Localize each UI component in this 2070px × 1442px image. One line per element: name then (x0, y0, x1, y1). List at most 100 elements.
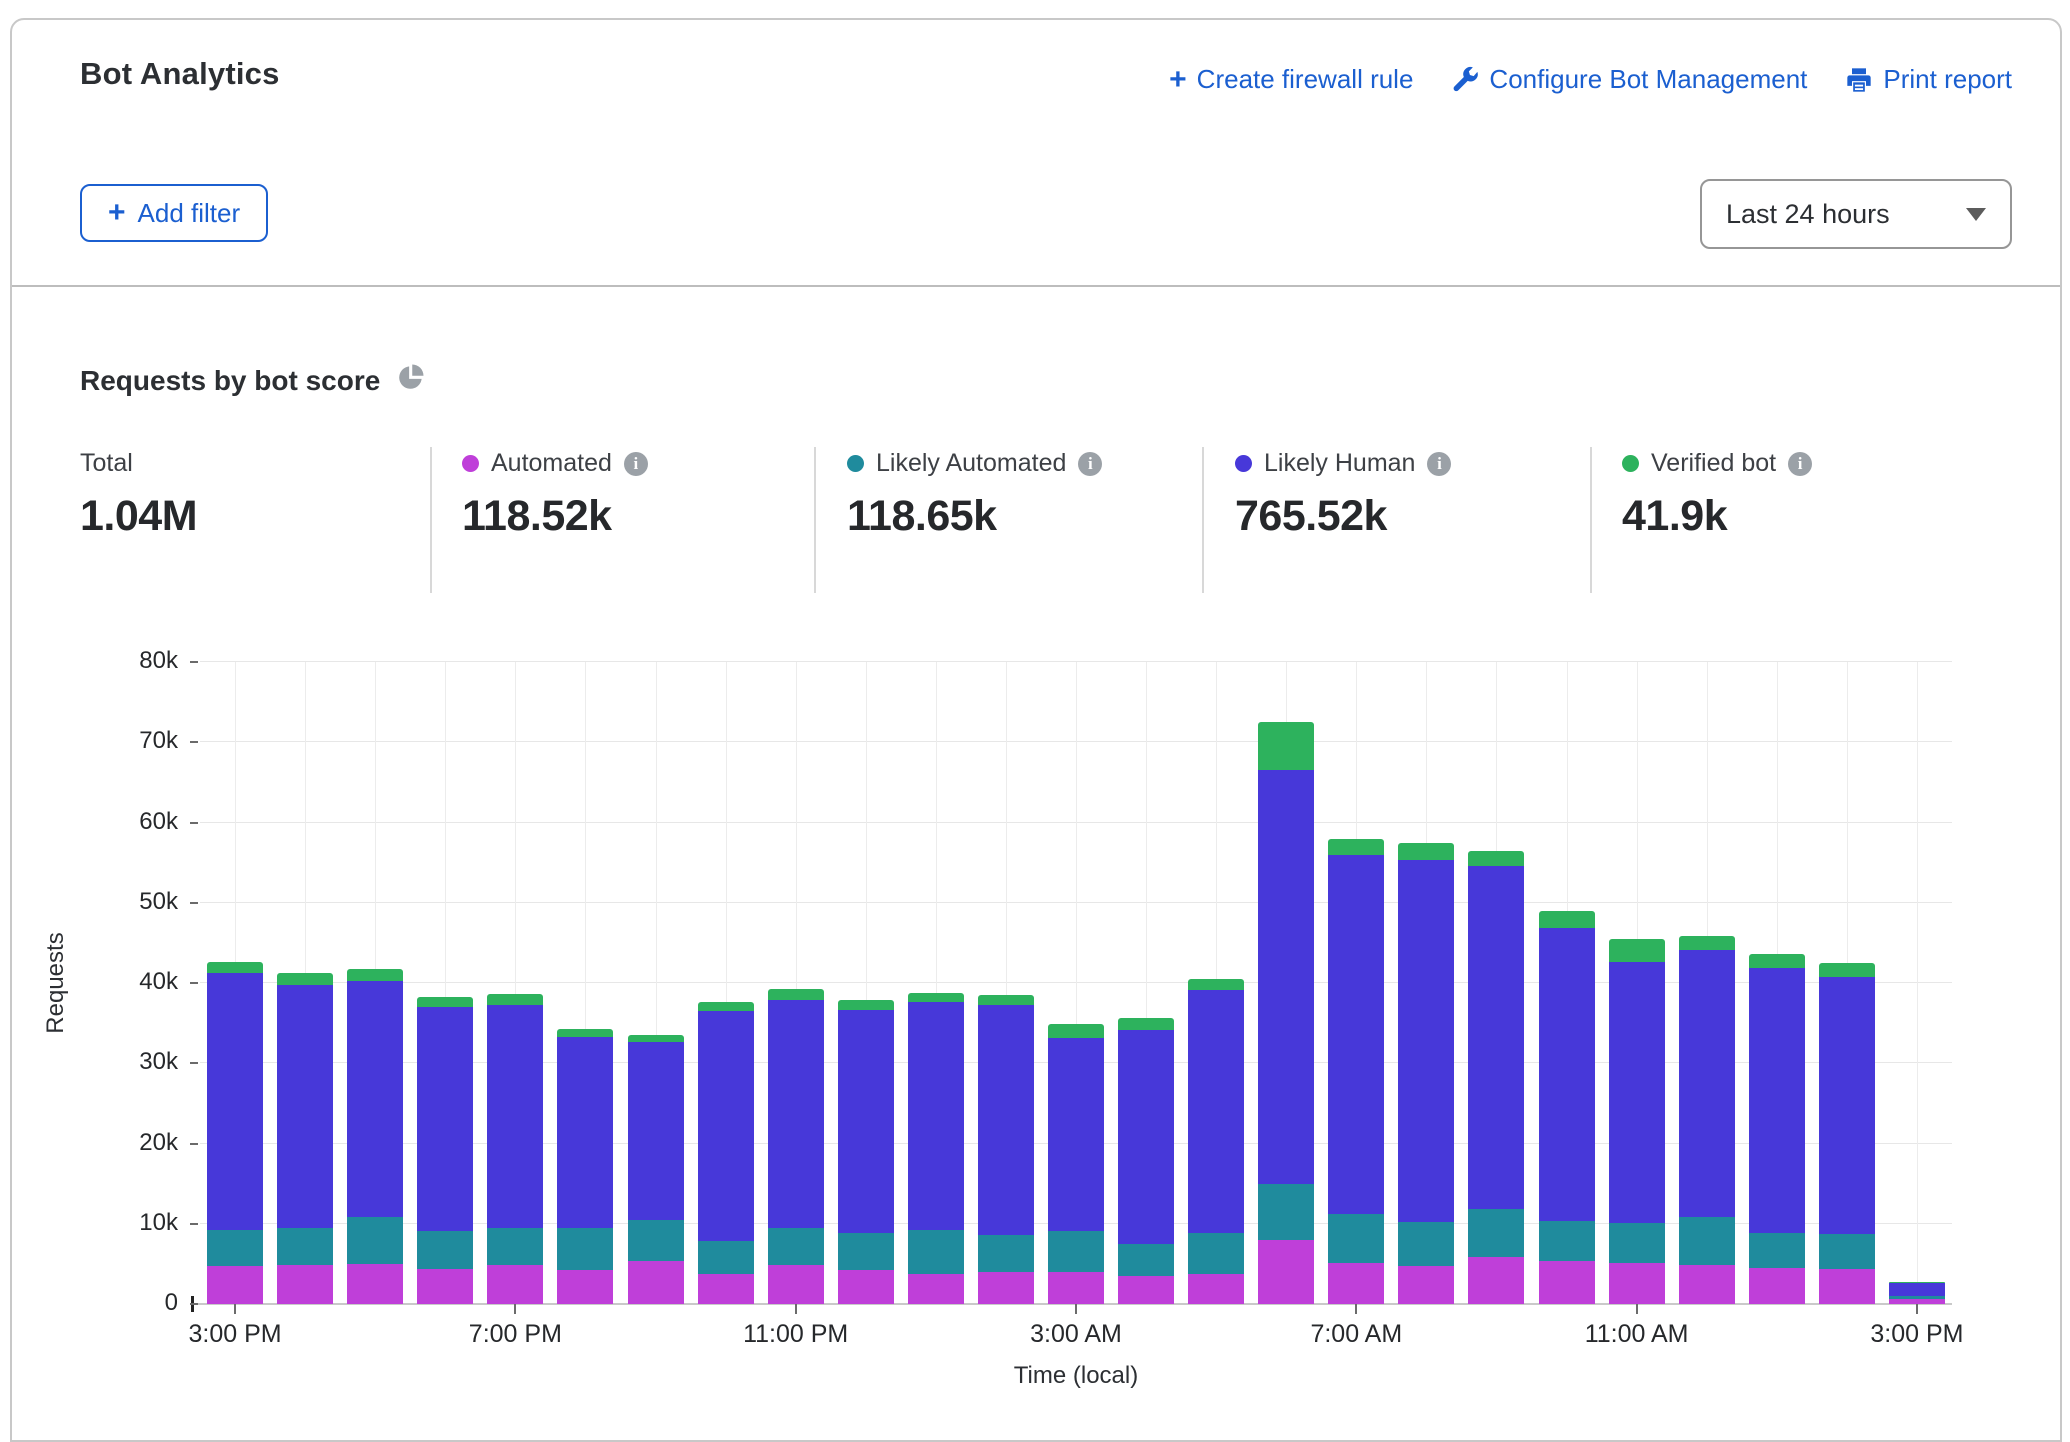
bar-segment-likely-automated[interactable] (1539, 1221, 1595, 1262)
bar-segment-likely-human[interactable] (277, 985, 333, 1228)
bar-segment-verified-bot[interactable] (978, 995, 1034, 1005)
pie-chart-icon[interactable] (396, 362, 426, 399)
bar-segment-likely-human[interactable] (1188, 990, 1244, 1232)
bar-segment-automated[interactable] (1398, 1266, 1454, 1304)
configure-bot-management-link[interactable]: Configure Bot Management (1451, 64, 1807, 95)
bar-segment-verified-bot[interactable] (1258, 722, 1314, 770)
bar-segment-verified-bot[interactable] (1468, 851, 1524, 866)
bar-segment-likely-automated[interactable] (347, 1217, 403, 1264)
bar-segment-likely-human[interactable] (768, 1000, 824, 1228)
bar-segment-likely-human[interactable] (347, 981, 403, 1216)
bar-segment-likely-automated[interactable] (838, 1233, 894, 1269)
bar-segment-likely-automated[interactable] (1258, 1184, 1314, 1240)
bar-segment-likely-human[interactable] (1539, 928, 1595, 1221)
bar-segment-automated[interactable] (1258, 1240, 1314, 1304)
bar-segment-automated[interactable] (1328, 1263, 1384, 1304)
print-report-link[interactable]: Print report (1845, 64, 2012, 95)
bar-segment-likely-human[interactable] (557, 1037, 613, 1228)
bar-segment-likely-human[interactable] (1679, 950, 1735, 1217)
bar-segment-verified-bot[interactable] (1609, 939, 1665, 962)
bar-segment-likely-human[interactable] (1048, 1038, 1104, 1231)
bar-segment-automated[interactable] (698, 1274, 754, 1304)
info-icon[interactable]: i (1427, 452, 1451, 476)
bar-segment-likely-automated[interactable] (628, 1220, 684, 1262)
bar-segment-automated[interactable] (347, 1264, 403, 1304)
bar-segment-verified-bot[interactable] (1048, 1024, 1104, 1038)
bar-segment-likely-automated[interactable] (557, 1228, 613, 1271)
bar-segment-likely-human[interactable] (1749, 968, 1805, 1233)
bar-segment-verified-bot[interactable] (1679, 936, 1735, 950)
bar-segment-likely-human[interactable] (698, 1011, 754, 1241)
bar-segment-verified-bot[interactable] (908, 993, 964, 1003)
time-range-select[interactable]: Last 24 hours (1700, 179, 2012, 249)
bar-segment-likely-automated[interactable] (277, 1228, 333, 1266)
bar-segment-automated[interactable] (207, 1266, 263, 1304)
bar-segment-automated[interactable] (1048, 1272, 1104, 1304)
bar-segment-verified-bot[interactable] (347, 969, 403, 981)
bar-segment-likely-human[interactable] (1819, 977, 1875, 1234)
bar-segment-verified-bot[interactable] (1749, 954, 1805, 968)
info-icon[interactable]: i (624, 452, 648, 476)
bar-segment-automated[interactable] (277, 1265, 333, 1304)
bar-segment-likely-human[interactable] (1889, 1283, 1945, 1296)
bar-segment-automated[interactable] (417, 1269, 473, 1304)
bar-segment-likely-automated[interactable] (417, 1231, 473, 1269)
bar-segment-verified-bot[interactable] (207, 962, 263, 972)
bar-segment-automated[interactable] (1609, 1263, 1665, 1304)
bar-segment-likely-automated[interactable] (1609, 1223, 1665, 1263)
bar-segment-likely-human[interactable] (1609, 962, 1665, 1223)
bar-segment-verified-bot[interactable] (1118, 1018, 1174, 1030)
bar-segment-automated[interactable] (1749, 1268, 1805, 1304)
bar-segment-verified-bot[interactable] (1188, 979, 1244, 990)
bar-segment-automated[interactable] (1539, 1261, 1595, 1304)
bar-segment-likely-automated[interactable] (698, 1241, 754, 1275)
bar-segment-verified-bot[interactable] (277, 973, 333, 984)
bar-segment-verified-bot[interactable] (1819, 963, 1875, 977)
info-icon[interactable]: i (1078, 452, 1102, 476)
bar-segment-likely-human[interactable] (908, 1002, 964, 1230)
bar-segment-likely-human[interactable] (838, 1010, 894, 1234)
bar-segment-likely-human[interactable] (1328, 855, 1384, 1215)
bar-segment-verified-bot[interactable] (417, 997, 473, 1007)
bar-segment-likely-human[interactable] (1468, 866, 1524, 1209)
bar-segment-automated[interactable] (487, 1265, 543, 1304)
bar-segment-likely-automated[interactable] (978, 1235, 1034, 1272)
bar-segment-automated[interactable] (978, 1272, 1034, 1304)
bar-segment-automated[interactable] (628, 1261, 684, 1304)
bar-segment-likely-automated[interactable] (908, 1230, 964, 1273)
bar-segment-verified-bot[interactable] (487, 994, 543, 1004)
bar-segment-automated[interactable] (1819, 1269, 1875, 1304)
bar-segment-automated[interactable] (838, 1270, 894, 1305)
bar-segment-likely-automated[interactable] (1188, 1233, 1244, 1275)
bar-segment-likely-automated[interactable] (1328, 1214, 1384, 1263)
bar-segment-likely-automated[interactable] (1749, 1233, 1805, 1268)
bar-segment-automated[interactable] (1679, 1265, 1735, 1304)
bar-segment-likely-human[interactable] (628, 1042, 684, 1219)
add-filter-button[interactable]: + Add filter (80, 184, 268, 242)
bar-segment-likely-automated[interactable] (1118, 1244, 1174, 1276)
bar-segment-verified-bot[interactable] (698, 1002, 754, 1011)
bar-segment-likely-human[interactable] (417, 1007, 473, 1231)
bar-segment-verified-bot[interactable] (557, 1029, 613, 1037)
bar-segment-likely-human[interactable] (487, 1005, 543, 1228)
info-icon[interactable]: i (1788, 452, 1812, 476)
bar-segment-likely-automated[interactable] (1679, 1217, 1735, 1264)
bar-segment-automated[interactable] (557, 1270, 613, 1304)
bar-segment-verified-bot[interactable] (628, 1035, 684, 1042)
bar-segment-likely-automated[interactable] (1048, 1231, 1104, 1272)
bar-segment-likely-human[interactable] (1398, 860, 1454, 1222)
bar-segment-verified-bot[interactable] (1398, 843, 1454, 860)
create-firewall-rule-link[interactable]: + Create firewall rule (1169, 64, 1413, 95)
bar-segment-verified-bot[interactable] (768, 989, 824, 999)
bar-segment-likely-automated[interactable] (207, 1230, 263, 1266)
bar-segment-likely-automated[interactable] (1819, 1234, 1875, 1269)
bar-segment-likely-automated[interactable] (487, 1228, 543, 1266)
bar-segment-automated[interactable] (908, 1274, 964, 1304)
bar-segment-likely-human[interactable] (978, 1005, 1034, 1235)
bar-segment-automated[interactable] (768, 1265, 824, 1304)
bar-segment-likely-automated[interactable] (1398, 1222, 1454, 1266)
bar-segment-likely-automated[interactable] (1468, 1209, 1524, 1257)
bar-segment-likely-human[interactable] (1258, 770, 1314, 1183)
bar-segment-verified-bot[interactable] (838, 1000, 894, 1010)
bar-segment-automated[interactable] (1118, 1276, 1174, 1304)
